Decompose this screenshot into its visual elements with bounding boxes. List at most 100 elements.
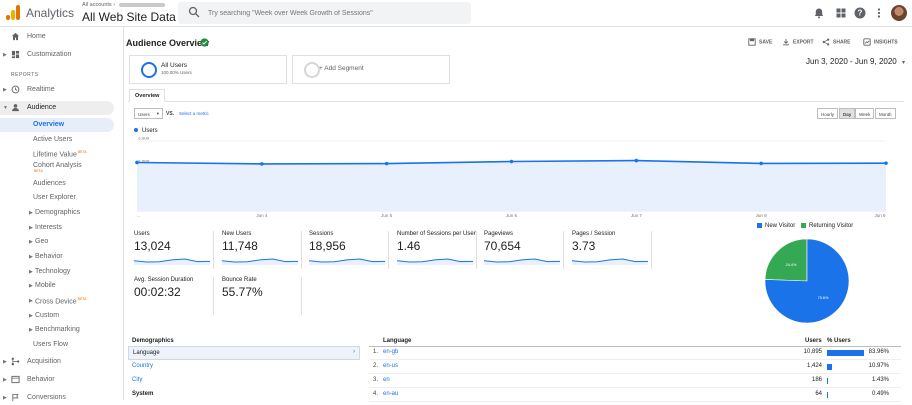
sidebar-item-mobile[interactable]: ▶ Mobile — [29, 282, 56, 289]
more-vertical-icon[interactable] — [873, 7, 885, 19]
scorecard-number-of-sessions-per-user[interactable]: Number of Sessions per User 1.46 — [395, 231, 477, 269]
scorecard-users[interactable]: Users 13,024 — [132, 231, 214, 269]
language-link[interactable]: en-gb — [383, 349, 399, 355]
view-selector[interactable]: All Web Site Data ▾ — [82, 10, 183, 24]
language-link[interactable]: en-au — [383, 391, 399, 397]
sidebar-item-interests[interactable]: ▶ Interests — [29, 224, 62, 231]
pct-users-column-header: % Users — [827, 338, 851, 344]
sidebar-item-overview[interactable]: Overview — [0, 118, 114, 132]
flag-icon — [12, 393, 19, 402]
sidebar-item-lifetime-value[interactable]: Lifetime ValueBETA — [33, 150, 87, 159]
y-tick-label: 3,000 — [138, 137, 150, 141]
avatar[interactable] — [891, 5, 907, 21]
sidebar-item-demographics[interactable]: ▶ Demographics — [29, 209, 81, 216]
scorecard-label: Avg. Session Duration — [134, 277, 194, 283]
help-icon[interactable]: ? — [854, 7, 866, 19]
granularity-hourly[interactable]: Hourly — [817, 108, 839, 119]
sidebar-item-conversions[interactable]: ▶ Conversions — [3, 393, 66, 402]
language-link[interactable]: en-us — [383, 363, 399, 369]
sidebar-item-active-users[interactable]: Active Users — [33, 136, 73, 143]
visitor-type-pie-chart[interactable]: 24.4% 75.6% — [762, 236, 852, 326]
sidebar-item-behavior[interactable]: ▶ Behavior — [3, 375, 55, 384]
sidebar-item-audiences[interactable]: Audiences — [33, 180, 66, 187]
scorecard-avg-session-duration[interactable]: Avg. Session Duration 00:02:32 — [132, 277, 214, 315]
language-link[interactable]: en — [383, 377, 390, 383]
pie-slice-new-visitor[interactable] — [764, 238, 850, 324]
granularity-week[interactable]: Week — [855, 108, 875, 119]
pie-slice-returning-visitor[interactable] — [764, 238, 808, 282]
select-a-metric-link[interactable]: Select a metric — [179, 111, 209, 116]
date-range-picker[interactable]: Jun 3, 2020 - Jun 9, 2020 ▾ — [806, 57, 905, 66]
data-point[interactable] — [384, 161, 389, 166]
data-point[interactable] — [509, 159, 514, 164]
segment-all-users[interactable]: All Users 100.00% Users — [129, 55, 287, 84]
sidebar-item-custom[interactable]: ▶ Custom — [29, 312, 60, 319]
search-input[interactable] — [208, 6, 458, 20]
scorecard-bounce-rate[interactable]: Bounce Rate 55.77% — [220, 277, 302, 315]
sidebar-item-realtime[interactable]: ▶ Realtime — [3, 85, 55, 94]
account-breadcrumb[interactable]: All accounts › — [82, 2, 165, 8]
pie-legend-new-visitor: New Visitor — [757, 223, 795, 229]
caret-down-icon: ▼ — [3, 105, 8, 111]
data-point[interactable] — [759, 161, 763, 166]
sidebar-item-user-explorer[interactable]: User Explorer — [33, 194, 76, 201]
sidebar-item-acquisition[interactable]: ▶ Acquisition — [3, 357, 61, 366]
scorecard-value: 70,654 — [484, 239, 521, 253]
vs-label: VS. — [166, 111, 175, 117]
data-point[interactable] — [135, 160, 139, 165]
search-box[interactable] — [178, 2, 471, 24]
sidebar-item-users-flow[interactable]: Users Flow — [33, 341, 69, 348]
behavior-icon — [11, 375, 20, 384]
sidebar-item-geo[interactable]: ▶ Geo — [29, 238, 49, 245]
sidebar-item-home[interactable]: Home — [0, 30, 124, 44]
analytics-logo-icon[interactable] — [6, 5, 20, 20]
beta-badge: BETA — [77, 150, 87, 154]
dimension-city[interactable]: City — [132, 377, 143, 383]
x-tick-label: Jun 9 — [874, 213, 886, 217]
scorecard-value: 3.73 — [572, 239, 596, 253]
breadcrumb-all-accounts[interactable]: All accounts — [82, 2, 112, 8]
scorecard-pages-session[interactable]: Pages / Session 3.73 — [570, 231, 652, 269]
search-icon — [188, 6, 200, 18]
scorecard-label: Pages / Session — [572, 231, 616, 237]
export-button[interactable]: EXPORT — [782, 38, 814, 46]
scorecard-new-users[interactable]: New Users 11,748 — [220, 231, 302, 269]
apps-grid-icon[interactable] — [835, 7, 847, 19]
share-button[interactable]: SHARE — [822, 38, 851, 46]
dimension-country[interactable]: Country — [132, 363, 154, 369]
users-value: 64 — [815, 391, 822, 397]
metric-selector[interactable]: Users ▾ — [134, 108, 163, 119]
sidebar-item-technology[interactable]: ▶ Technology — [29, 268, 71, 275]
x-tick-label: Jun 6 — [506, 213, 518, 217]
pct-users-bar — [827, 364, 832, 370]
sidebar-item-audience[interactable]: ▼ Audience — [0, 101, 114, 115]
pct-users-bar — [827, 392, 828, 398]
sidebar-item-customization[interactable]: ▶ Customization — [3, 50, 72, 59]
dimension-language[interactable]: Language › — [128, 346, 360, 360]
pct-users-bar — [827, 350, 864, 356]
sidebar-item-cohort-analysis[interactable]: Cohort Analysis BETA — [33, 162, 82, 173]
granularity-month[interactable]: Month — [875, 108, 896, 119]
sidebar-item-benchmarking[interactable]: ▶ Benchmarking — [29, 326, 80, 333]
scorecard-sessions[interactable]: Sessions 18,956 — [307, 231, 389, 269]
add-segment-button[interactable]: + Add Segment — [292, 55, 450, 84]
x-tick-label: Jun 5 — [381, 213, 393, 217]
scorecard-sparkline — [134, 258, 210, 265]
scorecard-pageviews[interactable]: Pageviews 70,654 — [482, 231, 564, 269]
bell-icon[interactable] — [813, 7, 825, 19]
data-point[interactable] — [260, 162, 264, 166]
tab-overview[interactable]: Overview — [129, 89, 166, 102]
insights-button[interactable]: INSIGHTS — [863, 38, 898, 46]
caret-right-icon: ▶ — [3, 359, 7, 365]
granularity-day[interactable]: Day — [839, 108, 856, 119]
data-point[interactable] — [884, 161, 888, 165]
data-point[interactable] — [634, 158, 639, 163]
row-number: 2. — [373, 363, 379, 369]
sidebar-item-behavior-sub[interactable]: ▶ Behavior — [29, 253, 63, 260]
save-button[interactable]: SAVE — [748, 38, 772, 46]
caret-right-icon: ▶ — [3, 377, 7, 383]
sidebar-item-cross-device[interactable]: ▶ Cross DeviceBETA — [29, 297, 87, 306]
main-content: Audience Overview SAVE EXPORT SHARE INSI… — [124, 27, 912, 402]
scorecard-label: Number of Sessions per User — [397, 231, 476, 237]
